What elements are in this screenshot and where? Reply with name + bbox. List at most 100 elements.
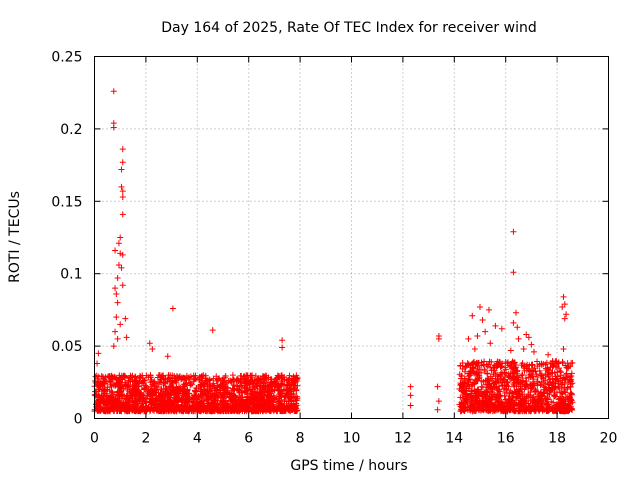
data-point	[544, 371, 551, 378]
data-point	[246, 380, 253, 387]
data-point	[469, 403, 476, 410]
data-point	[475, 386, 482, 393]
data-point	[466, 372, 473, 379]
data-point	[463, 382, 470, 389]
data-point	[294, 382, 301, 389]
data-point	[147, 395, 154, 402]
outlier-point	[512, 309, 519, 316]
data-point	[137, 408, 144, 415]
outlier-point	[114, 335, 121, 342]
data-point	[156, 407, 163, 414]
data-point	[224, 400, 231, 407]
data-point	[252, 393, 259, 400]
data-point	[213, 377, 220, 384]
outlier-point	[477, 304, 483, 311]
x-tick-label: 10	[343, 431, 361, 447]
data-point	[176, 374, 183, 381]
data-point	[148, 387, 155, 394]
data-point	[168, 377, 175, 384]
data-point	[546, 376, 553, 383]
data-point	[529, 373, 536, 380]
data-point	[248, 376, 255, 383]
data-point	[172, 390, 179, 397]
data-point	[283, 382, 290, 389]
data-point	[275, 398, 282, 405]
data-point	[165, 408, 172, 415]
data-point	[121, 374, 128, 381]
data-point	[487, 397, 494, 404]
data-point	[178, 396, 185, 403]
y-tick-label: 0.1	[60, 267, 82, 283]
data-point	[113, 408, 120, 415]
data-point	[221, 383, 228, 390]
x-tick-label: 16	[497, 431, 515, 447]
outlier-point	[434, 406, 441, 413]
outlier-point	[563, 311, 570, 318]
data-point	[117, 383, 124, 390]
data-point	[121, 381, 128, 388]
x-tick-label: 6	[244, 431, 253, 447]
outlier-point	[561, 315, 568, 322]
data-point	[562, 398, 569, 405]
data-point	[286, 381, 293, 388]
axis-ticks	[94, 56, 609, 419]
data-point	[479, 384, 486, 391]
data-point	[281, 376, 288, 383]
data-point	[469, 395, 476, 402]
data-point	[152, 401, 159, 408]
data-point	[545, 401, 552, 408]
x-tick-label: 12	[394, 431, 412, 447]
outlier-point	[114, 299, 121, 306]
data-point	[559, 400, 566, 407]
data-point	[265, 401, 272, 408]
data-point	[553, 375, 560, 382]
data-point	[201, 386, 208, 393]
data-point	[155, 380, 162, 387]
data-point	[492, 403, 499, 410]
outlier-point	[530, 348, 537, 355]
outlier-point	[407, 383, 414, 390]
data-point	[278, 372, 285, 379]
data-point	[504, 407, 511, 414]
data-point	[499, 407, 506, 414]
data-point	[476, 399, 483, 406]
data-point	[499, 370, 506, 377]
data-point	[129, 378, 136, 385]
data-point	[130, 407, 137, 414]
data-point	[494, 373, 501, 380]
data-point	[266, 386, 273, 393]
outlier-point	[487, 340, 494, 347]
data-point	[119, 391, 126, 398]
x-tick-label: 18	[548, 431, 566, 447]
data-point	[261, 376, 268, 383]
data-point	[273, 383, 280, 390]
data-point	[101, 406, 108, 413]
data-point	[538, 372, 545, 379]
outlier-point	[485, 306, 492, 313]
outlier-point	[435, 335, 442, 342]
data-point	[552, 393, 559, 400]
data-point	[527, 384, 534, 391]
outlier-point	[520, 345, 527, 352]
data-point	[525, 405, 532, 412]
data-point	[503, 382, 510, 389]
data-point	[227, 397, 234, 404]
outlier-point	[479, 317, 486, 324]
data-point	[231, 404, 238, 411]
data-point	[476, 366, 483, 373]
outlier-point	[482, 328, 489, 335]
data-point	[507, 395, 514, 402]
data-point	[186, 404, 193, 411]
data-point	[563, 370, 570, 377]
data-point	[482, 398, 489, 405]
data-point	[270, 408, 277, 415]
outlier-point	[118, 166, 125, 173]
data-point	[211, 391, 218, 398]
x-tick-label: 20	[600, 431, 618, 447]
data-point	[121, 395, 128, 402]
data-point	[267, 390, 274, 397]
data-point	[123, 407, 130, 414]
data-point	[277, 401, 284, 408]
data-point	[148, 398, 155, 405]
data-point	[100, 396, 107, 403]
